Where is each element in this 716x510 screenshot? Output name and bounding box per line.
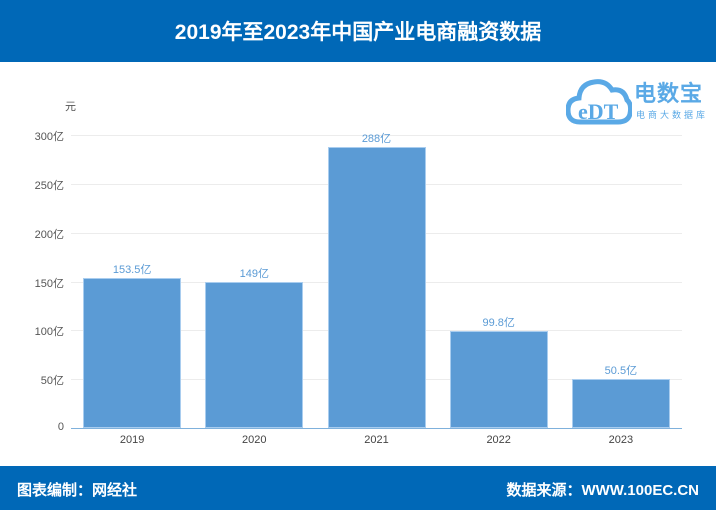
bar-value-label: 99.8亿 <box>482 316 515 329</box>
y-axis-unit: 元 <box>65 101 76 113</box>
y-tick-label: 300亿 <box>34 131 64 143</box>
x-tick-label: 2020 <box>242 434 267 446</box>
bar-2021[interactable] <box>327 146 426 428</box>
chart-header: 2019年至2023年中国产业电商融资数据 <box>0 0 716 62</box>
data-source: 数据来源：WWW.100EC.CN <box>506 482 699 499</box>
bar-2020[interactable] <box>205 282 304 428</box>
logo: eDT 电数宝 电商大数据库 <box>566 72 716 128</box>
x-tick-label: 2023 <box>608 434 634 446</box>
y-tick-label: 50亿 <box>40 375 64 388</box>
logo-name: 电数宝 <box>634 81 704 106</box>
y-tick-label: 200亿 <box>34 228 64 241</box>
x-axis-line <box>71 428 682 429</box>
bar-value-label: 288亿 <box>361 132 392 145</box>
gridline <box>71 135 682 136</box>
bar-value-label: 149亿 <box>239 268 269 281</box>
x-tick-label: 2022 <box>486 434 511 446</box>
bar-value-label: 50.5亿 <box>604 364 638 377</box>
bar-value-label: 153.5亿 <box>112 264 152 277</box>
bar-2019[interactable] <box>83 278 182 428</box>
y-tick-label: 0 <box>57 421 64 433</box>
bar-2023[interactable] <box>571 378 670 428</box>
y-tick-label: 250亿 <box>34 179 64 192</box>
x-tick-label: 2019 <box>119 434 145 446</box>
cloud-logo-icon: eDT <box>566 79 632 125</box>
y-tick-label: 100亿 <box>34 326 64 339</box>
chart-title: 2019年至2023年中国产业电商融资数据 <box>174 21 542 44</box>
svg-text:eDT: eDT <box>578 99 619 124</box>
bar-2022[interactable] <box>449 330 548 428</box>
chart-footer: 图表编制：网经社 数据来源：WWW.100EC.CN <box>0 466 716 510</box>
y-tick-label: 150亿 <box>34 277 64 290</box>
logo-subtitle: 电商大数据库 <box>636 110 709 120</box>
chart-credit: 图表编制：网经社 <box>17 482 138 499</box>
x-tick-label: 2021 <box>364 434 389 446</box>
